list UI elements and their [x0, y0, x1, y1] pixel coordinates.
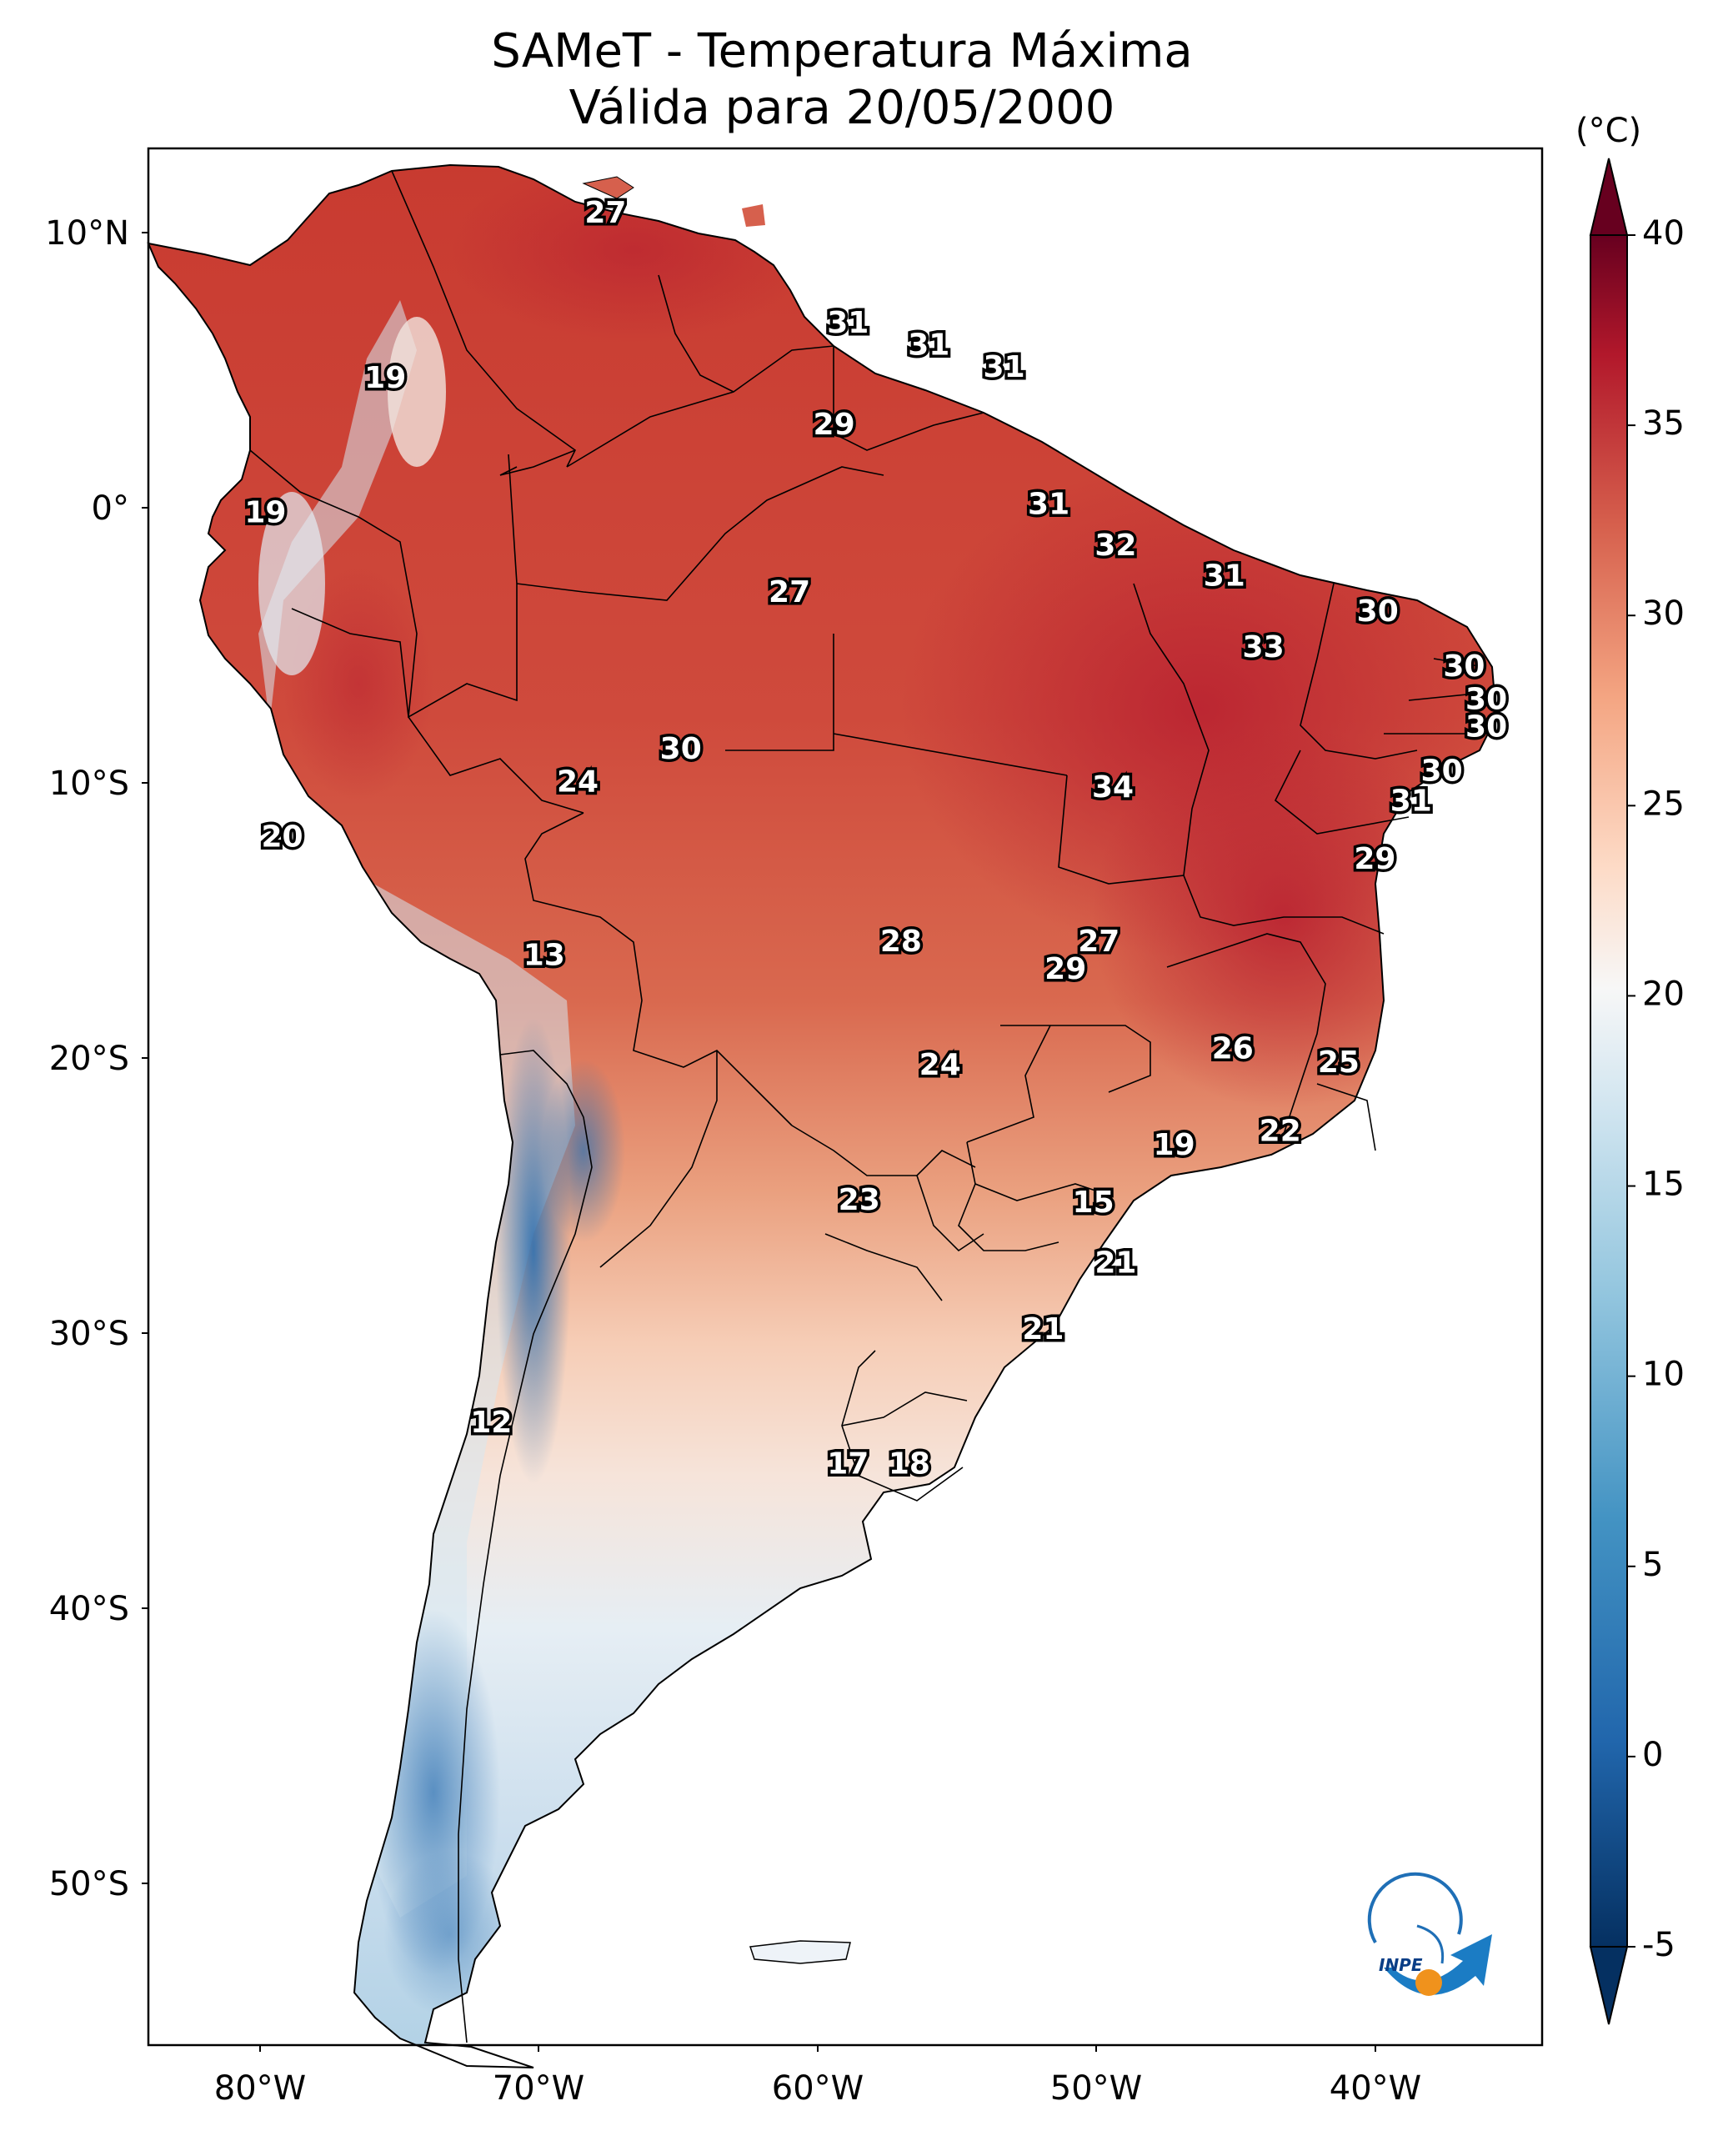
temperature-label: 13 [523, 938, 565, 972]
temperature-label: 27 [1078, 925, 1119, 959]
temperature-label: 31 [984, 350, 1025, 384]
colorbar-tick-label: 0 [1642, 1736, 1663, 1774]
caribbean-island [582, 176, 634, 199]
temperature-label: 31 [908, 328, 949, 362]
inpe-logo-text: INPE [1379, 1955, 1423, 1975]
temperature-label: 34 [1092, 770, 1134, 805]
lon-label-80w: 80°W [214, 2069, 306, 2108]
temperature-label: 22 [1260, 1114, 1301, 1148]
colorbar-min-extend [1589, 1946, 1629, 2025]
temperature-label: 29 [1354, 842, 1395, 876]
temperature-label: 27 [584, 196, 626, 230]
lat-label-30s: 30°S [49, 1315, 129, 1353]
temperature-label: 26 [1212, 1031, 1254, 1065]
lat-label-10s: 10°S [49, 765, 129, 803]
lat-label-0: 0° [92, 489, 129, 528]
falkland-islands [749, 1940, 851, 1964]
temperature-label: 30 [1357, 594, 1399, 629]
latitude-axis: 10°N 0° 10°S 20°S 30°S 40°S 50°S [45, 214, 148, 1903]
colorbar-tick-label: 30 [1642, 594, 1685, 633]
temperature-label: 29 [1044, 952, 1086, 986]
colorbar-tick-label: 25 [1642, 785, 1685, 823]
temperature-label: 18 [889, 1447, 930, 1481]
temperature-label: 31 [827, 306, 869, 340]
colorbar-gradient [1590, 234, 1628, 1948]
temperature-label: 24 [557, 765, 599, 800]
lon-label-50w: 50°W [1050, 2069, 1142, 2108]
trinidad-island [742, 204, 765, 227]
colorbar-max-extend [1589, 158, 1629, 236]
temperature-label: 32 [1094, 529, 1136, 563]
temperature-label: 30 [660, 732, 702, 766]
colorbar-tick-label: -5 [1642, 1926, 1675, 1964]
temperature-label: 19 [1154, 1128, 1195, 1162]
temperature-label: 30 [1465, 710, 1507, 745]
lat-label-40s: 40°S [49, 1590, 129, 1628]
temperature-label: 30 [1443, 649, 1485, 684]
lon-label-40w: 40°W [1330, 2069, 1421, 2108]
lon-label-70w: 70°W [493, 2069, 584, 2108]
temperature-label: 24 [919, 1048, 961, 1082]
colorbar-tick-label: 5 [1642, 1546, 1663, 1584]
temperature-label: 31 [1204, 559, 1245, 593]
temperature-label: 28 [880, 925, 922, 959]
temperature-label: 33 [1243, 630, 1285, 664]
temperature-label: 25 [1318, 1045, 1360, 1080]
temperature-label: 31 [1390, 785, 1432, 819]
temperature-label: 27 [769, 575, 810, 609]
colorbar-tick-label: 35 [1642, 404, 1685, 443]
temperature-label: 12 [470, 1406, 512, 1440]
lon-label-60w: 60°W [772, 2069, 864, 2108]
colorbar: (°C) 40 35 30 25 20 15 10 5 0 -5 [1575, 112, 1685, 2025]
temperature-label: 19 [244, 496, 286, 530]
temperature-label: 20 [261, 820, 303, 855]
temperature-label: 19 [364, 361, 406, 395]
temperature-label: 29 [814, 408, 855, 442]
political-borders [249, 170, 1493, 2043]
colorbar-tick-label: 10 [1642, 1356, 1685, 1394]
map-frame [147, 147, 1544, 2047]
lat-label-10n: 10°N [45, 214, 129, 253]
temperature-label: 30 [1421, 754, 1463, 788]
lat-label-50s: 50°S [49, 1865, 129, 1903]
colorbar-tick-label: 15 [1642, 1166, 1685, 1204]
temperature-label: 30 [1465, 683, 1507, 717]
temperature-label: 21 [1094, 1246, 1136, 1281]
temperature-label: 15 [1073, 1186, 1114, 1220]
colorbar-unit: (°C) [1575, 112, 1641, 150]
colorbar-tick-label: 20 [1642, 975, 1685, 1013]
chart-title-line2: Válida para 20/05/2000 [568, 81, 1115, 135]
inpe-sun-icon [1415, 1969, 1442, 1996]
lat-label-20s: 20°S [49, 1040, 129, 1078]
temperature-label: 31 [1028, 488, 1069, 522]
temperature-label: 21 [1022, 1312, 1064, 1346]
inpe-logo: INPE [1367, 1872, 1492, 1996]
colorbar-tick-label: 40 [1642, 214, 1685, 253]
temperature-label: 17 [827, 1447, 869, 1481]
chart-title-line1: SAMeT - Temperatura Máxima [491, 24, 1193, 78]
longitude-axis: 80°W 70°W 60°W 50°W 40°W [214, 2045, 1421, 2108]
temperature-label: 23 [839, 1183, 880, 1217]
